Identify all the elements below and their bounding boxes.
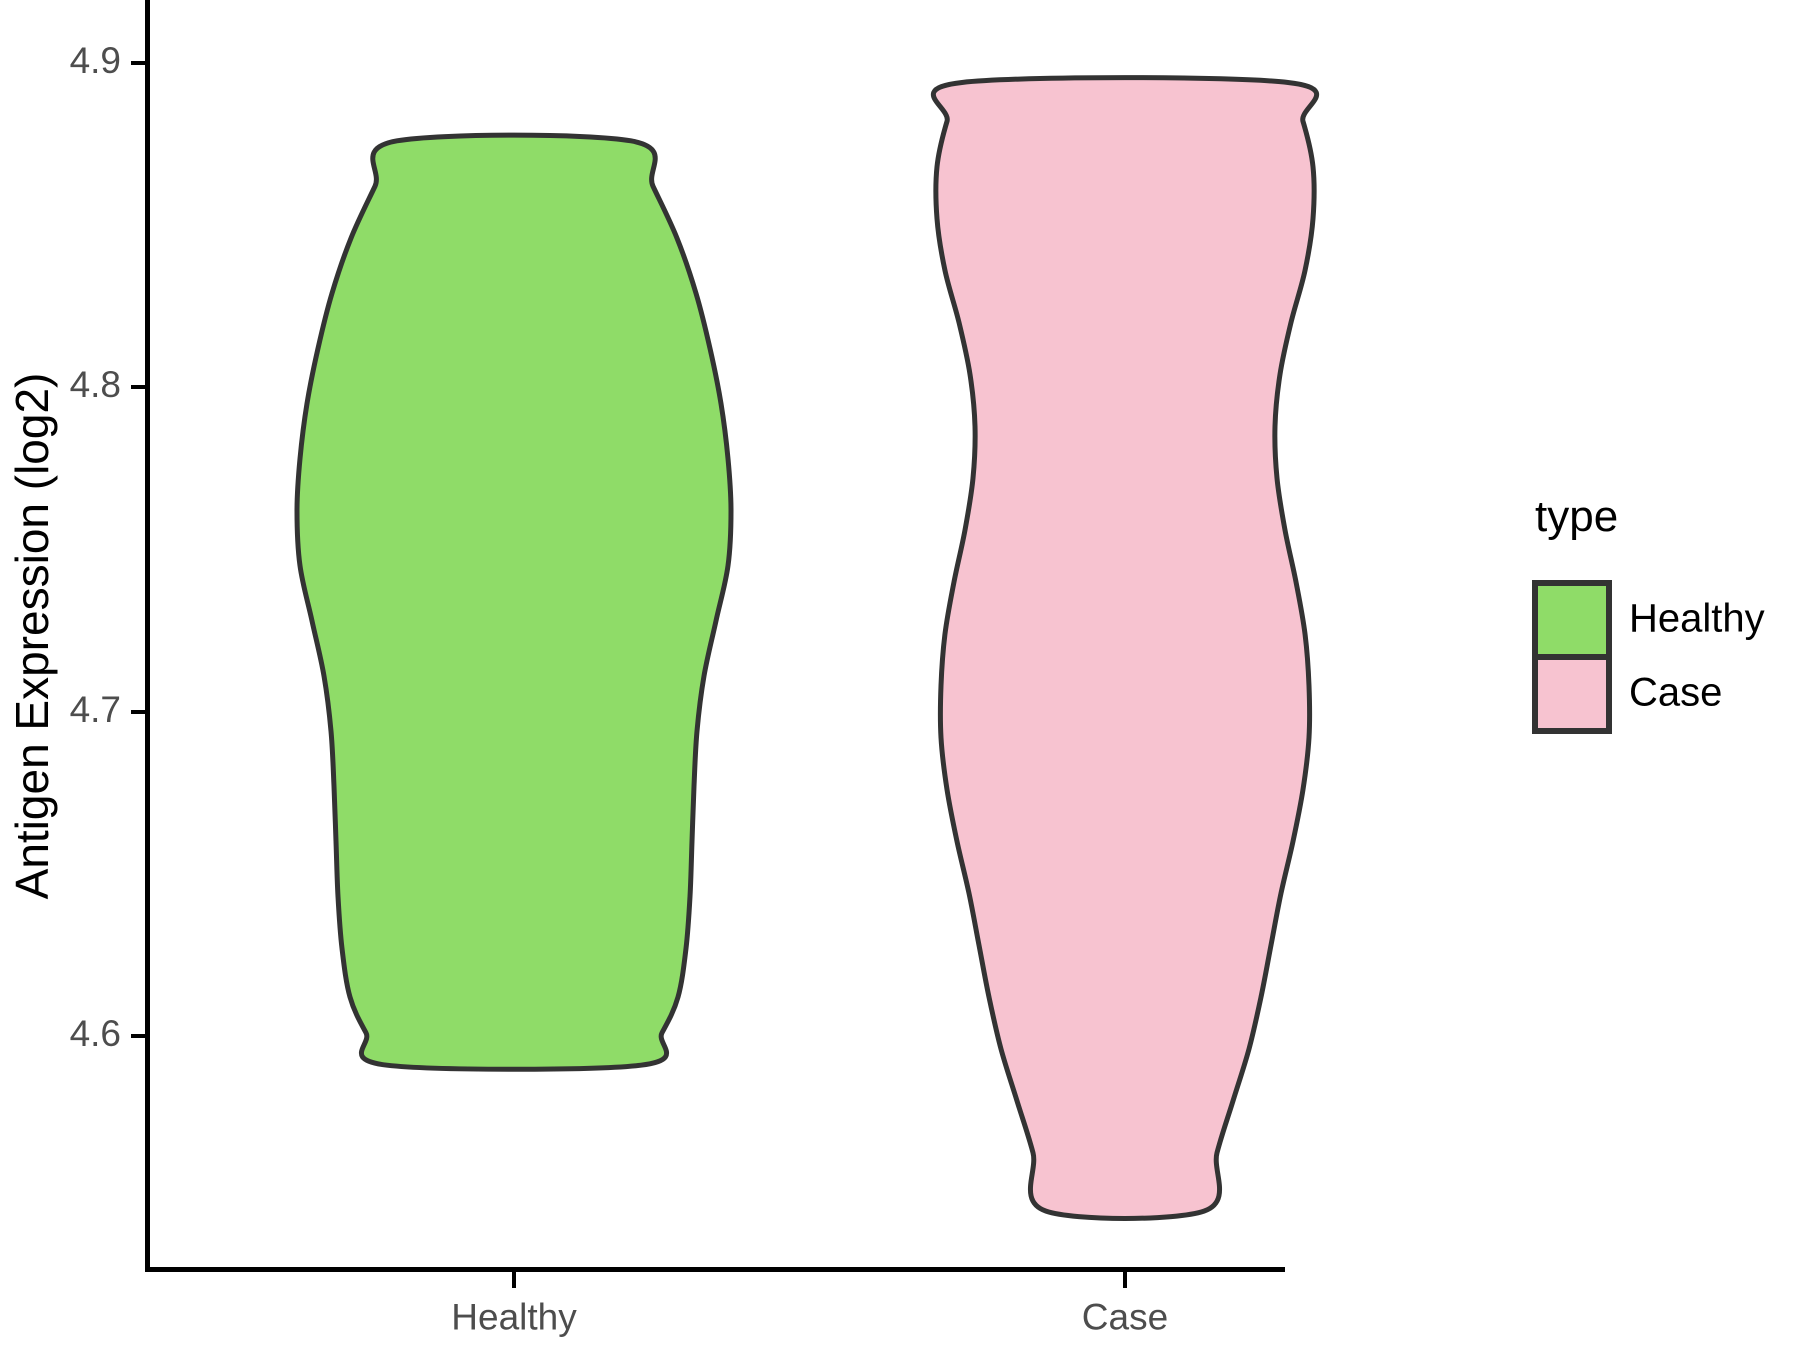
violin-healthy (294, 132, 734, 1072)
x-tick-label-healthy: Healthy (451, 1296, 577, 1337)
y-tick-label-1: 4.8 (70, 364, 121, 405)
legend: type Healthy Case (1532, 492, 1765, 734)
y-tick-label-0: 4.9 (70, 40, 121, 81)
legend-swatch-healthy[interactable] (1532, 580, 1612, 660)
legend-label-healthy: Healthy (1629, 597, 1765, 641)
legend-swatch-case[interactable] (1532, 654, 1612, 734)
legend-label-case: Case (1629, 671, 1722, 715)
violin-series-group (294, 75, 1320, 1221)
y-tick-label-3: 4.6 (70, 1013, 121, 1054)
violin-case (930, 75, 1320, 1221)
y-tick-label-2: 4.7 (70, 689, 121, 730)
y-axis-ticks: 4.9 4.8 4.7 4.6 (70, 40, 145, 1054)
x-axis-ticks: Healthy Case (451, 1272, 1168, 1337)
y-axis-title: Antigen Expression (log2) (6, 373, 58, 900)
x-tick-label-case: Case (1082, 1296, 1168, 1337)
legend-title: type (1535, 492, 1618, 541)
